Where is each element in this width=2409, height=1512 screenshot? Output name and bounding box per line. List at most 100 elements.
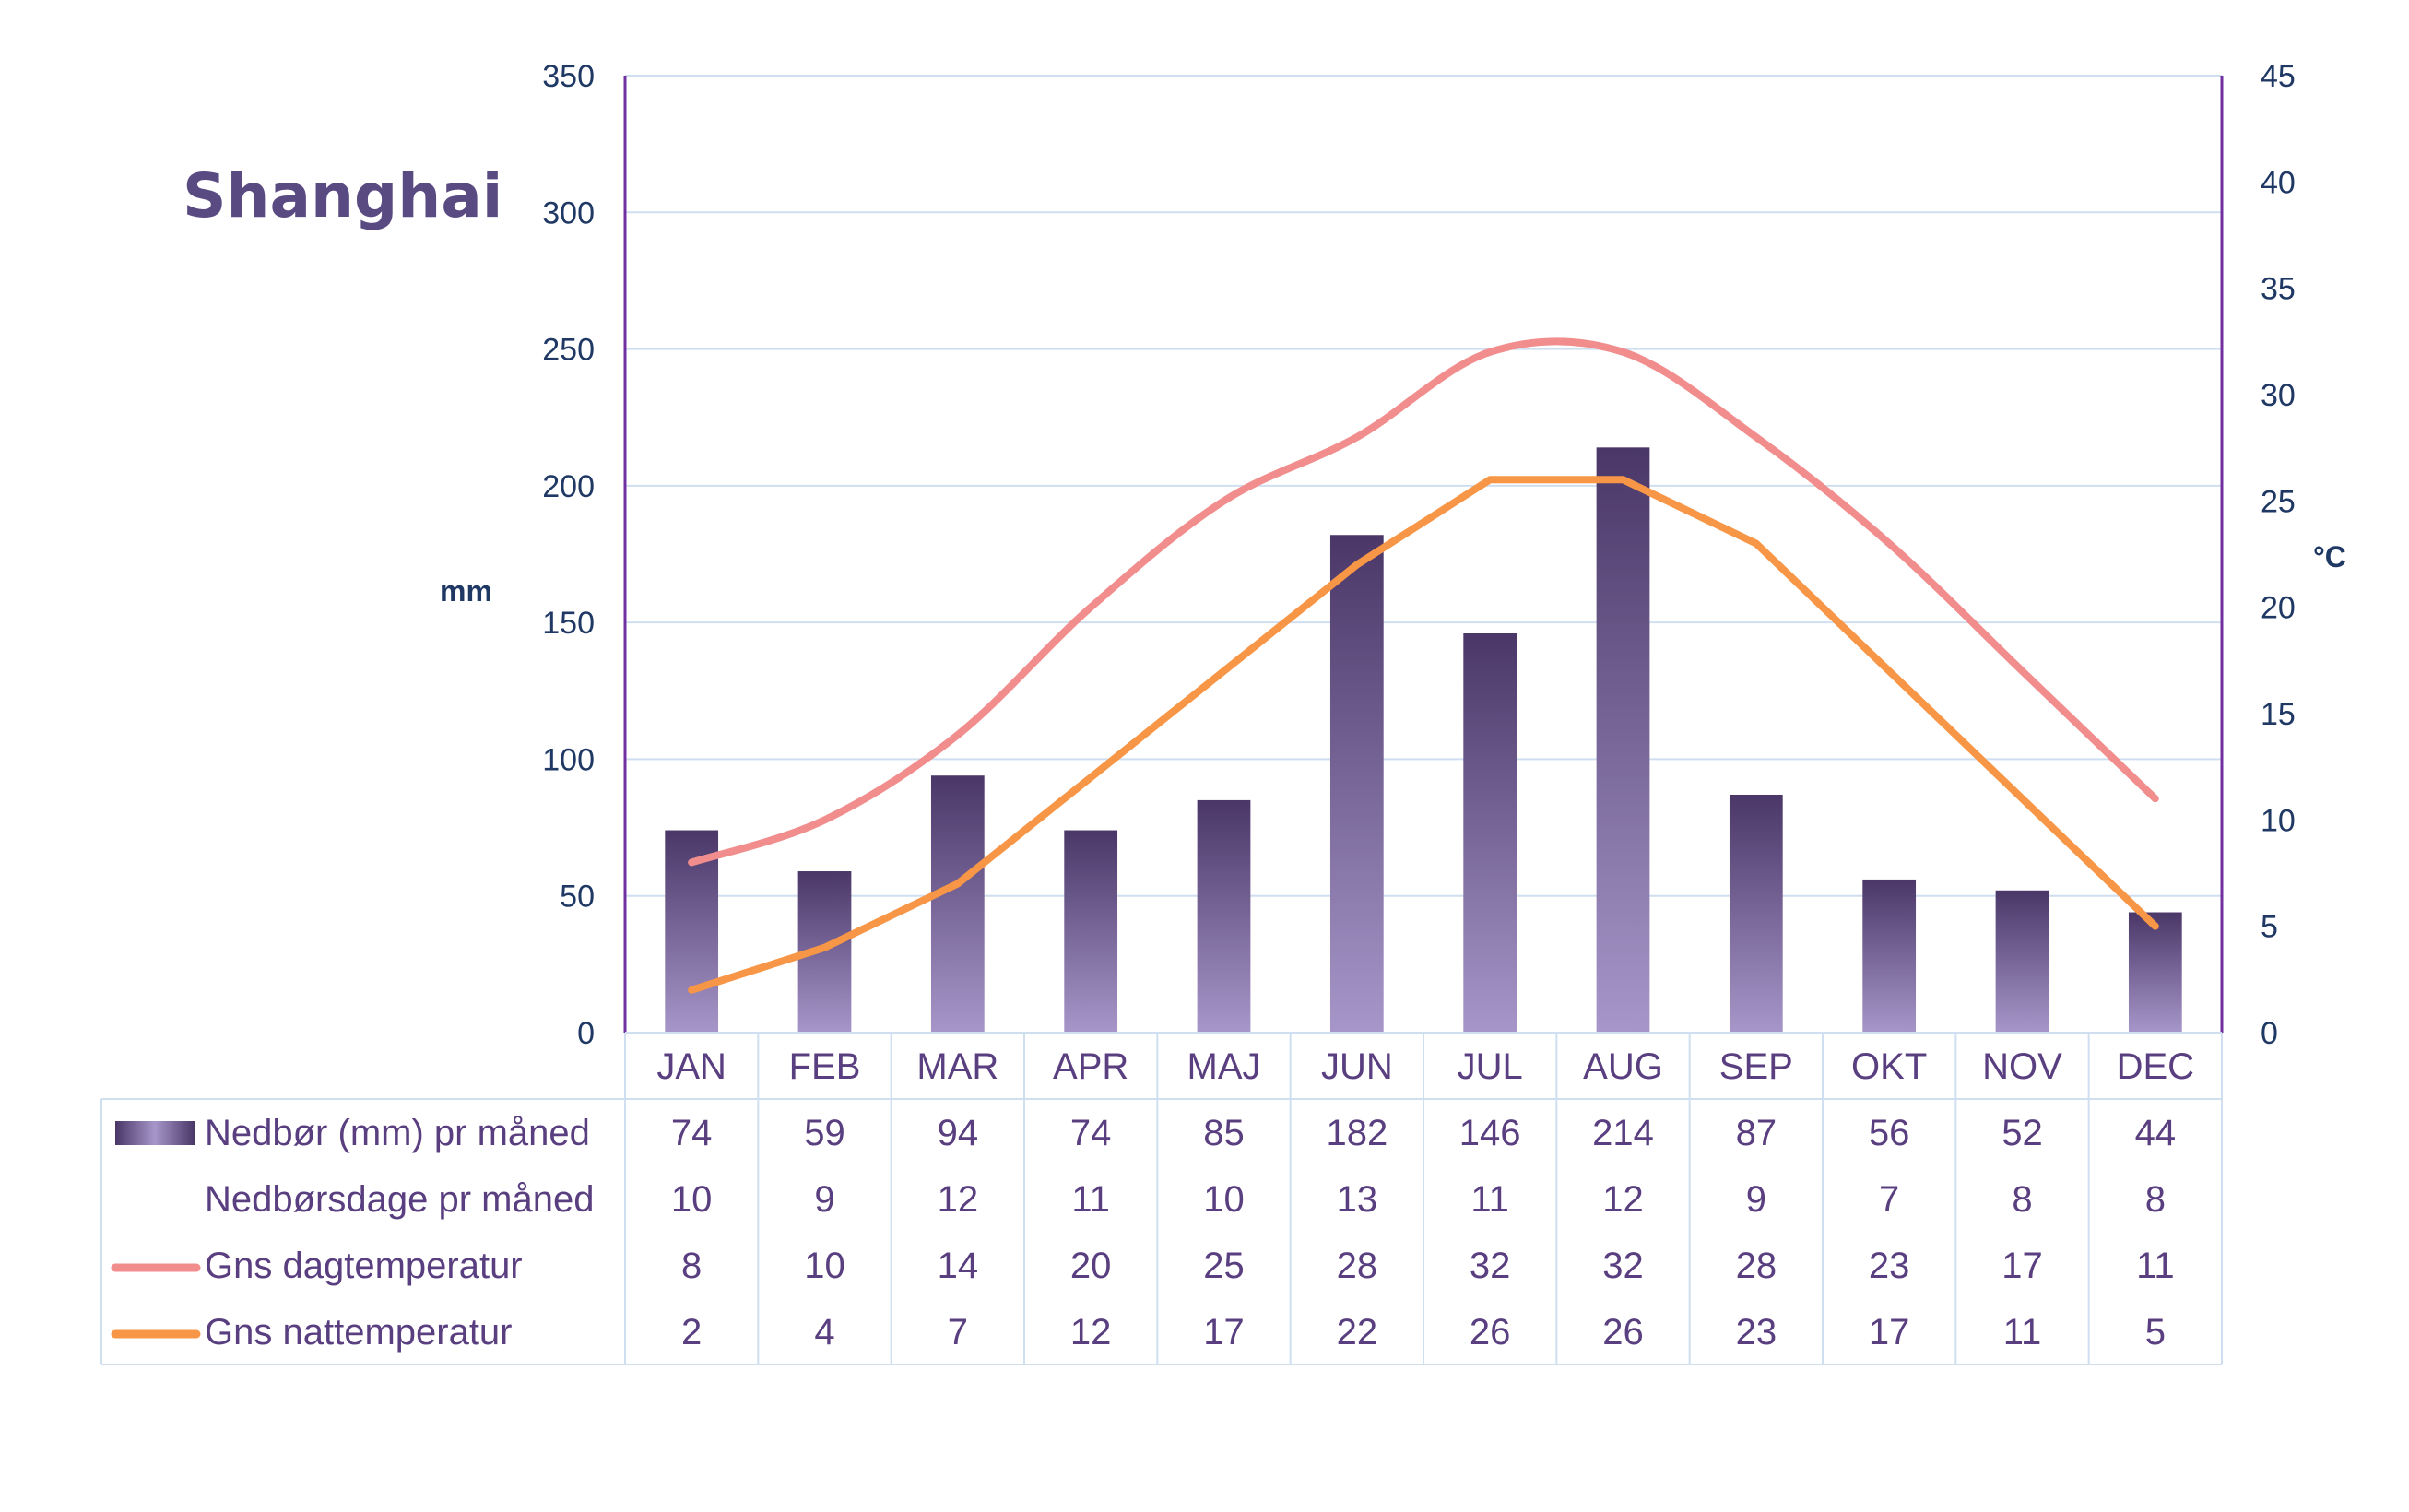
table-cell: 13 <box>1337 1179 1378 1220</box>
table-cell: 11 <box>1470 1179 1509 1220</box>
table-cell: 14 <box>938 1246 979 1286</box>
category-label: MAJ <box>1187 1046 1261 1087</box>
category-label: AUG <box>1583 1046 1663 1087</box>
table-cell: 11 <box>2136 1246 2175 1286</box>
row-label: Gns nattemperatur <box>205 1312 513 1353</box>
table-cell: 26 <box>1470 1312 1511 1353</box>
left-tick-label: 250 <box>542 333 595 368</box>
precipitation-bar <box>1329 535 1384 1033</box>
left-tick-label: 300 <box>542 195 595 230</box>
row-label: Nedbørsdage pr måned <box>205 1179 594 1220</box>
table-cell: 8 <box>2012 1179 2032 1220</box>
precipitation-bar <box>1197 799 1251 1033</box>
precipitation-bar <box>1596 447 1650 1033</box>
category-label: JUL <box>1458 1046 1523 1087</box>
table-cell: 8 <box>2145 1179 2166 1220</box>
chart-title: Shanghai <box>183 160 502 231</box>
left-tick-label: 350 <box>542 59 595 94</box>
left-tick-label: 100 <box>542 742 595 777</box>
table-cell: 59 <box>804 1113 845 1153</box>
precipitation-bar <box>930 775 985 1033</box>
table-cell: 28 <box>1736 1246 1777 1286</box>
table-cell: 9 <box>1746 1179 1766 1220</box>
table-cell: 23 <box>1869 1246 1910 1286</box>
category-label: SEP <box>1719 1046 1793 1087</box>
right-tick-label: 15 <box>2261 697 2296 732</box>
table-cell: 9 <box>814 1179 834 1220</box>
precipitation-bar <box>1995 890 2049 1033</box>
table-cell: 94 <box>938 1113 979 1153</box>
table-cell: 10 <box>804 1246 845 1286</box>
gridlines <box>625 75 2222 897</box>
table-cell: 11 <box>2003 1312 2042 1353</box>
category-label: NOV <box>1982 1046 2062 1087</box>
table-cell: 32 <box>1470 1246 1511 1286</box>
table-cell: 12 <box>1070 1312 1112 1353</box>
right-tick-label: 30 <box>2261 378 2296 413</box>
table-cell: 28 <box>1337 1246 1378 1286</box>
left-axis-unit: mm <box>440 574 492 608</box>
row-label: Gns dagtemperatur <box>205 1246 523 1286</box>
day-temperature-line <box>688 337 2159 867</box>
right-tick-label: 35 <box>2261 272 2296 307</box>
table-cell: 20 <box>1070 1246 1112 1286</box>
precipitation-bar <box>1463 633 1517 1033</box>
table-cell: 12 <box>1602 1179 1644 1220</box>
temperature-lines <box>688 337 2159 994</box>
right-tick-label: 25 <box>2261 484 2296 519</box>
precipitation-bar <box>2128 912 2182 1033</box>
table-cell: 17 <box>1869 1312 1910 1353</box>
left-tick-label: 0 <box>577 1016 595 1051</box>
row-label: Nedbør (mm) pr måned <box>205 1113 590 1153</box>
table-cell: 17 <box>1203 1312 1245 1353</box>
precipitation-bar <box>1729 794 1783 1033</box>
table-cell: 214 <box>1592 1113 1654 1153</box>
table-cell: 10 <box>671 1179 713 1220</box>
right-axis-unit: °C <box>2313 540 2346 573</box>
category-label: MAR <box>916 1046 998 1087</box>
table-cell: 74 <box>1070 1113 1112 1153</box>
data-table: JAN FEB MAR APR MAJ JUN JUL AUG SEP OKT NOV DEC Nedb… <box>100 1032 2223 1365</box>
table-cell: 56 <box>1869 1113 1910 1153</box>
table-cell: 7 <box>1879 1179 1899 1220</box>
table-cell: 12 <box>938 1179 979 1220</box>
left-tick-label: 150 <box>542 606 595 641</box>
table-cell: 32 <box>1602 1246 1644 1286</box>
table-cell: 52 <box>2002 1113 2043 1153</box>
table-cell: 25 <box>1203 1246 1245 1286</box>
category-label: FEB <box>789 1046 861 1087</box>
left-tick-label: 200 <box>542 469 595 504</box>
table-cell: 22 <box>1337 1312 1378 1353</box>
right-tick-label: 5 <box>2261 910 2278 945</box>
category-label: APR <box>1053 1046 1128 1087</box>
axes: 0 50 100 150 200 250 300 350 0 5 10 15 20 25 30 35 40 45 <box>542 59 2296 1051</box>
table-cell: 87 <box>1736 1113 1777 1153</box>
right-tick-label: 0 <box>2261 1016 2278 1051</box>
night-temperature-line <box>688 476 2159 994</box>
table-cell: 7 <box>948 1312 968 1353</box>
right-tick-label: 45 <box>2261 59 2296 94</box>
table-cell: 85 <box>1203 1113 1245 1153</box>
precipitation-bar <box>1862 879 1917 1033</box>
category-label: JAN <box>656 1046 726 1087</box>
legend-key-bar <box>115 1121 195 1145</box>
precipitation-bars <box>665 447 2182 1033</box>
table-cell: 10 <box>1203 1179 1245 1220</box>
right-tick-label: 10 <box>2261 803 2296 838</box>
table-cell: 182 <box>1326 1113 1388 1153</box>
table-cell: 17 <box>2002 1246 2043 1286</box>
table-cell: 74 <box>671 1113 713 1153</box>
table-cell: 23 <box>1736 1312 1777 1353</box>
table-cell: 8 <box>681 1246 702 1286</box>
table-cell: 4 <box>814 1312 834 1353</box>
category-label: OKT <box>1851 1046 1927 1087</box>
table-cell: 11 <box>1071 1179 1110 1220</box>
table-cell: 44 <box>2135 1113 2177 1153</box>
table-cell: 146 <box>1459 1113 1521 1153</box>
table-cell: 2 <box>681 1312 702 1353</box>
left-tick-label: 50 <box>560 880 595 915</box>
category-label: JUN <box>1321 1046 1393 1087</box>
precipitation-bar <box>1064 830 1118 1033</box>
